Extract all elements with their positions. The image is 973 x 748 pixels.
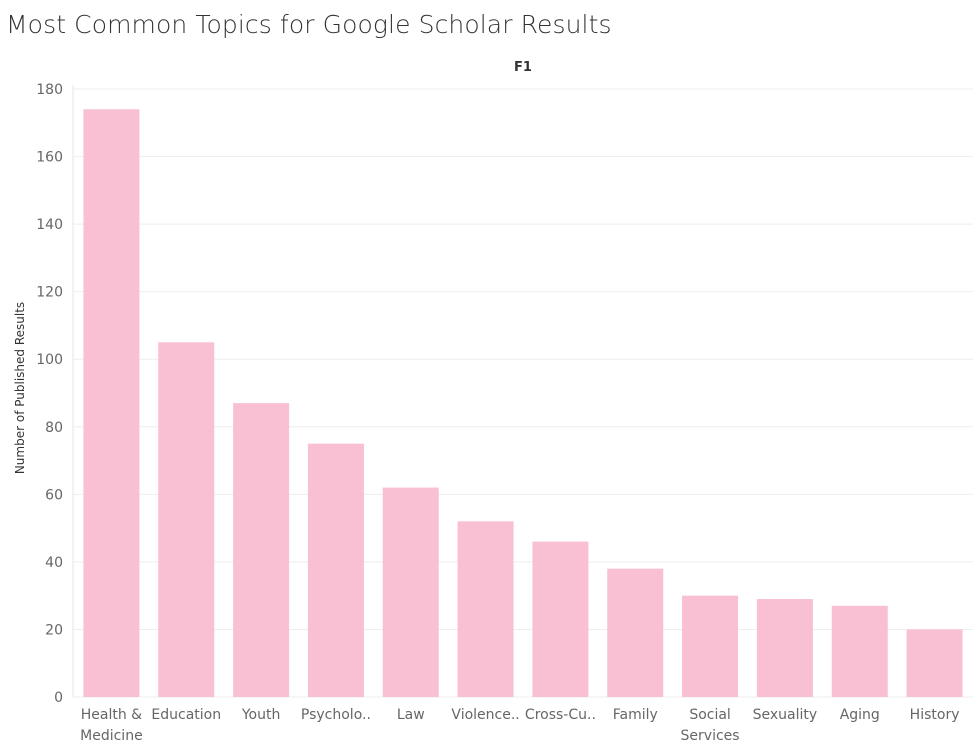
y-tick-label-140: 140: [36, 217, 63, 233]
bar-0: [83, 109, 140, 698]
bar-1: [158, 342, 215, 697]
x-tick-label-5: Violence..: [451, 707, 519, 723]
x-tick-label-11: History: [910, 707, 960, 723]
bar-2: [233, 403, 290, 697]
x-tick-label-9: Sexuality: [753, 707, 818, 723]
y-tick-label-100: 100: [36, 352, 63, 368]
bar-7: [607, 568, 664, 697]
bar-9: [756, 599, 813, 697]
bar-6: [532, 541, 589, 697]
x-tick-label-10: Aging: [840, 707, 880, 723]
x-tick-label-3: Psycholo..: [301, 707, 371, 723]
chart-title: Most Common Topics for Google Scholar Re…: [6, 10, 612, 39]
x-tick-label-2: Youth: [241, 707, 281, 723]
x-tick-label-0: Health & Medicine: [80, 707, 143, 744]
bar-10: [831, 605, 888, 697]
x-tick-label-4: Law: [397, 707, 425, 723]
y-tick-label-0: 0: [54, 690, 63, 706]
bar-8: [682, 595, 739, 697]
x-tick-label-7: Family: [613, 707, 658, 723]
y-tick-label-120: 120: [36, 285, 63, 301]
y-tick-label-40: 40: [45, 555, 63, 571]
bar-11: [906, 629, 963, 697]
y-tick-label-160: 160: [36, 150, 63, 166]
bar-5: [457, 521, 514, 697]
x-tick-label-8: Social Services: [681, 707, 740, 744]
y-tick-label-60: 60: [45, 487, 63, 503]
bar-4: [382, 487, 439, 697]
y-tick-label-20: 20: [45, 622, 63, 638]
column-header: F1: [514, 60, 532, 75]
x-tick-label-6: Cross-Cu..: [525, 707, 596, 723]
y-tick-label-180: 180: [36, 82, 63, 98]
x-tick-label-1: Education: [151, 707, 221, 723]
bar-3: [307, 443, 364, 697]
y-tick-label-80: 80: [45, 420, 63, 436]
